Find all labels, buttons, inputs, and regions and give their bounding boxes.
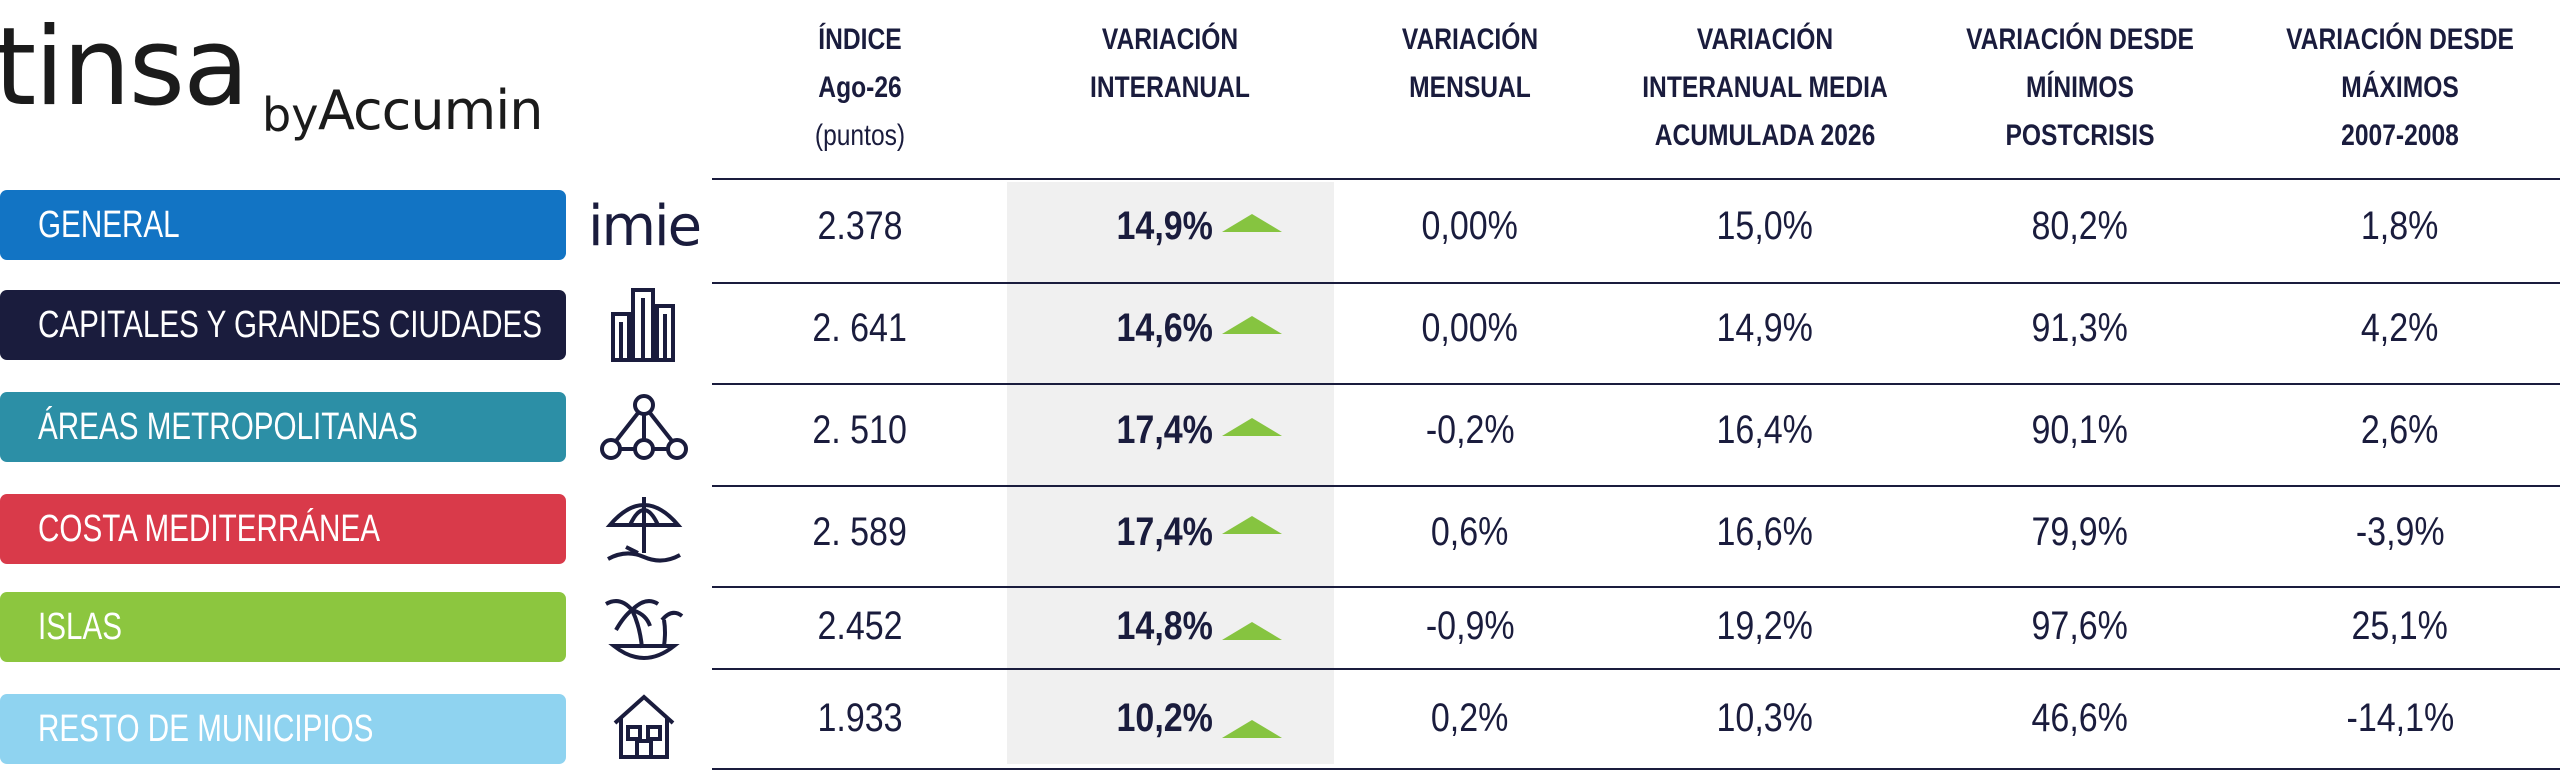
- cell-interanual: 17,4%: [1116, 510, 1214, 554]
- header-indice: ÍNDICE Ago-26 (puntos): [814, 23, 906, 152]
- cell-maximos: 4,2%: [2361, 306, 2439, 350]
- row-label-islas: ISLAS: [0, 592, 566, 662]
- cell-interanual: 17,4%: [1116, 408, 1214, 452]
- cell-indice: 2.452: [817, 604, 903, 648]
- cell-minimos: 90,1%: [2031, 408, 2129, 452]
- tinsa-wordmark: tinsa: [0, 5, 249, 130]
- row-label-general: GENERAL: [0, 190, 566, 260]
- table-divider: [712, 586, 2560, 588]
- row-label-costa-mediterranea: COSTA MEDITERRÁNEA: [0, 494, 566, 564]
- header-variacion-media: VARIACIÓN INTERANUAL MEDIA ACUMULADA 202…: [1642, 23, 1888, 152]
- accumin-wordmark: Accumin: [318, 79, 543, 142]
- cell-mensual: 0,00%: [1421, 306, 1519, 350]
- row-label-capitales: CAPITALES Y GRANDES CIUDADES: [0, 290, 566, 360]
- up-arrow-icon: [1222, 516, 1282, 534]
- beach-umbrella-icon: [584, 486, 704, 570]
- table-divider: [712, 282, 2560, 284]
- cell-maximos: -14,1%: [2346, 696, 2454, 740]
- cell-maximos: 2,6%: [2361, 408, 2439, 452]
- cell-mensual: 0,00%: [1421, 204, 1519, 248]
- island-palm-icon: [584, 586, 704, 670]
- table-divider: [712, 485, 2560, 487]
- row-label-resto-municipios: RESTO DE MUNICIPIOS: [0, 694, 566, 764]
- cell-maximos: 1,8%: [2361, 204, 2439, 248]
- cell-minimos: 80,2%: [2031, 204, 2129, 248]
- cell-media: 19,2%: [1716, 604, 1814, 648]
- cell-indice: 2. 510: [812, 408, 908, 452]
- up-arrow-icon: [1222, 214, 1282, 232]
- cell-interanual: 14,9%: [1116, 204, 1214, 248]
- cell-indice: 2. 641: [812, 306, 908, 350]
- tinsa-accumin-logo: tinsa by Accumin: [0, 14, 600, 150]
- cell-minimos: 97,6%: [2031, 604, 2129, 648]
- cell-interanual: 10,2%: [1116, 696, 1214, 740]
- header-variacion-maximos: VARIACIÓN DESDE MÁXIMOS 2007-2008: [2286, 23, 2514, 152]
- table-divider: [712, 668, 2560, 670]
- table-divider: [712, 178, 2560, 180]
- cell-indice: 1.933: [817, 696, 903, 740]
- cell-maximos: 25,1%: [2351, 604, 2449, 648]
- cell-media: 15,0%: [1716, 204, 1814, 248]
- highlight-column-interanual: [1007, 182, 1334, 764]
- house-icon: [584, 684, 704, 768]
- up-arrow-icon: [1222, 720, 1282, 738]
- cell-mensual: -0,9%: [1425, 604, 1515, 648]
- cell-mensual: 0,6%: [1431, 510, 1509, 554]
- cell-media: 16,4%: [1716, 408, 1814, 452]
- cell-mensual: -0,2%: [1425, 408, 1515, 452]
- cell-indice: 2.378: [817, 204, 903, 248]
- cell-interanual: 14,8%: [1116, 604, 1214, 648]
- table-divider: [712, 383, 2560, 385]
- cell-indice: 2. 589: [812, 510, 908, 554]
- cell-media: 10,3%: [1716, 696, 1814, 740]
- cell-minimos: 79,9%: [2031, 510, 2129, 554]
- cell-maximos: -3,9%: [2355, 510, 2445, 554]
- cell-minimos: 91,3%: [2031, 306, 2129, 350]
- network-icon: [584, 386, 704, 470]
- cell-media: 14,9%: [1716, 306, 1814, 350]
- header-variacion-mensual: VARIACIÓN MENSUAL: [1401, 23, 1539, 104]
- header-variacion-interanual: VARIACIÓN INTERANUAL: [1090, 23, 1250, 104]
- cell-interanual: 14,6%: [1116, 306, 1214, 350]
- header-variacion-minimos: VARIACIÓN DESDE MÍNIMOS POSTCRISIS: [1966, 23, 2194, 152]
- imie-logo-icon: imie: [587, 193, 702, 259]
- cell-media: 16,6%: [1716, 510, 1814, 554]
- up-arrow-icon: [1222, 418, 1282, 436]
- table-divider: [712, 768, 2560, 770]
- cell-minimos: 46,6%: [2031, 696, 2129, 740]
- logo-by-text: by: [262, 88, 319, 142]
- cell-mensual: 0,2%: [1431, 696, 1509, 740]
- row-label-areas-metropolitanas: ÁREAS METROPOLITANAS: [0, 392, 566, 462]
- up-arrow-icon: [1222, 622, 1282, 640]
- up-arrow-icon: [1222, 316, 1282, 334]
- buildings-icon: [584, 282, 704, 366]
